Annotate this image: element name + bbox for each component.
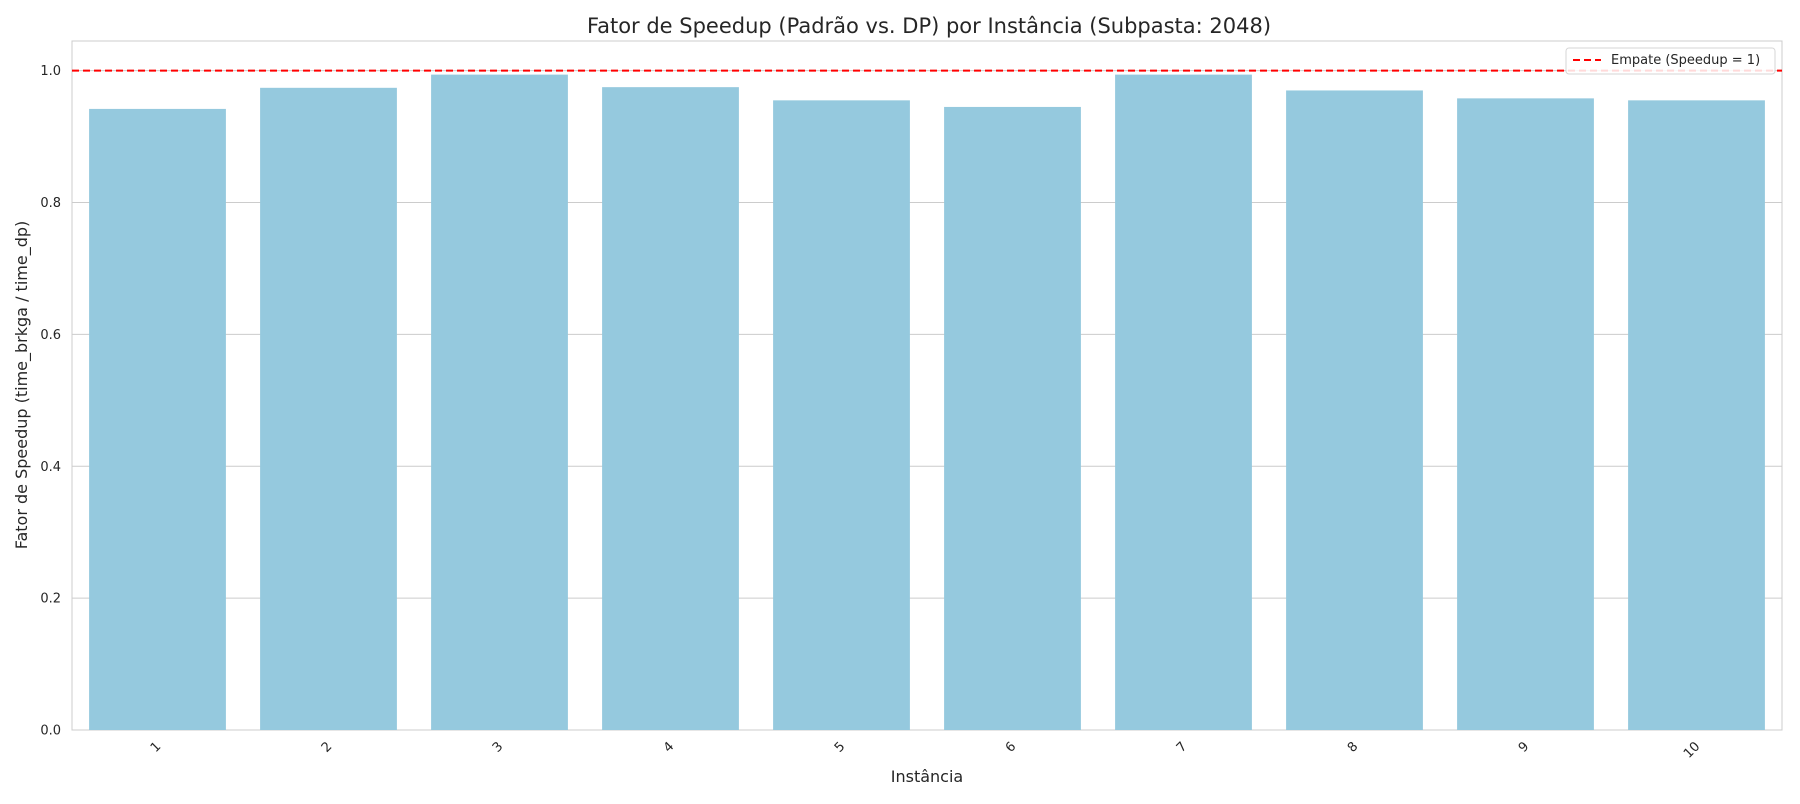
bar-instance-8 xyxy=(1286,90,1423,730)
y-tick-label: 0.6 xyxy=(40,328,61,343)
bar-instance-2 xyxy=(260,87,397,730)
y-tick-label: 1.0 xyxy=(40,64,61,79)
bar-instance-5 xyxy=(773,100,910,730)
legend-entry-label: Empate (Speedup = 1) xyxy=(1611,53,1760,68)
x-tick-label: 2 xyxy=(319,739,335,755)
x-tick-label: 7 xyxy=(1174,739,1190,755)
chart-title: Fator de Speedup (Padrão vs. DP) por Ins… xyxy=(587,14,1271,38)
bar-instance-10 xyxy=(1628,100,1765,730)
y-tick-label: 0.0 xyxy=(40,724,61,739)
x-tick-labels: 1 2 3 4 5 6 7 8 9 10 xyxy=(148,739,1703,761)
bar-instance-3 xyxy=(431,74,568,730)
x-tick-label: 5 xyxy=(832,739,848,755)
y-axis-label: Fator de Speedup (time_brkga / time_dp) xyxy=(12,221,32,550)
x-axis-label: Instância xyxy=(891,767,963,786)
x-tick-label: 4 xyxy=(661,739,677,755)
y-tick-label: 0.8 xyxy=(40,196,61,211)
bar-instance-1 xyxy=(89,108,226,730)
y-tick-label: 0.4 xyxy=(40,460,61,475)
x-tick-label: 3 xyxy=(490,739,506,755)
bar-instance-6 xyxy=(944,106,1081,731)
bar-instance-9 xyxy=(1457,98,1594,731)
x-tick-label: 1 xyxy=(148,739,164,755)
legend-box xyxy=(1565,47,1776,75)
bar-instance-4 xyxy=(602,87,739,731)
x-tick-label: 6 xyxy=(1003,739,1019,755)
legend: Empate (Speedup = 1) xyxy=(1565,47,1776,75)
bar-instance-7 xyxy=(1115,74,1252,730)
x-tick-label: 9 xyxy=(1516,739,1532,755)
x-tick-label: 10 xyxy=(1681,739,1703,761)
y-tick-label: 0.2 xyxy=(40,592,61,607)
bar-series xyxy=(89,74,1765,731)
x-tick-label: 8 xyxy=(1345,739,1361,755)
y-tick-labels: 0.0 0.2 0.4 0.6 0.8 1.0 xyxy=(40,64,61,738)
